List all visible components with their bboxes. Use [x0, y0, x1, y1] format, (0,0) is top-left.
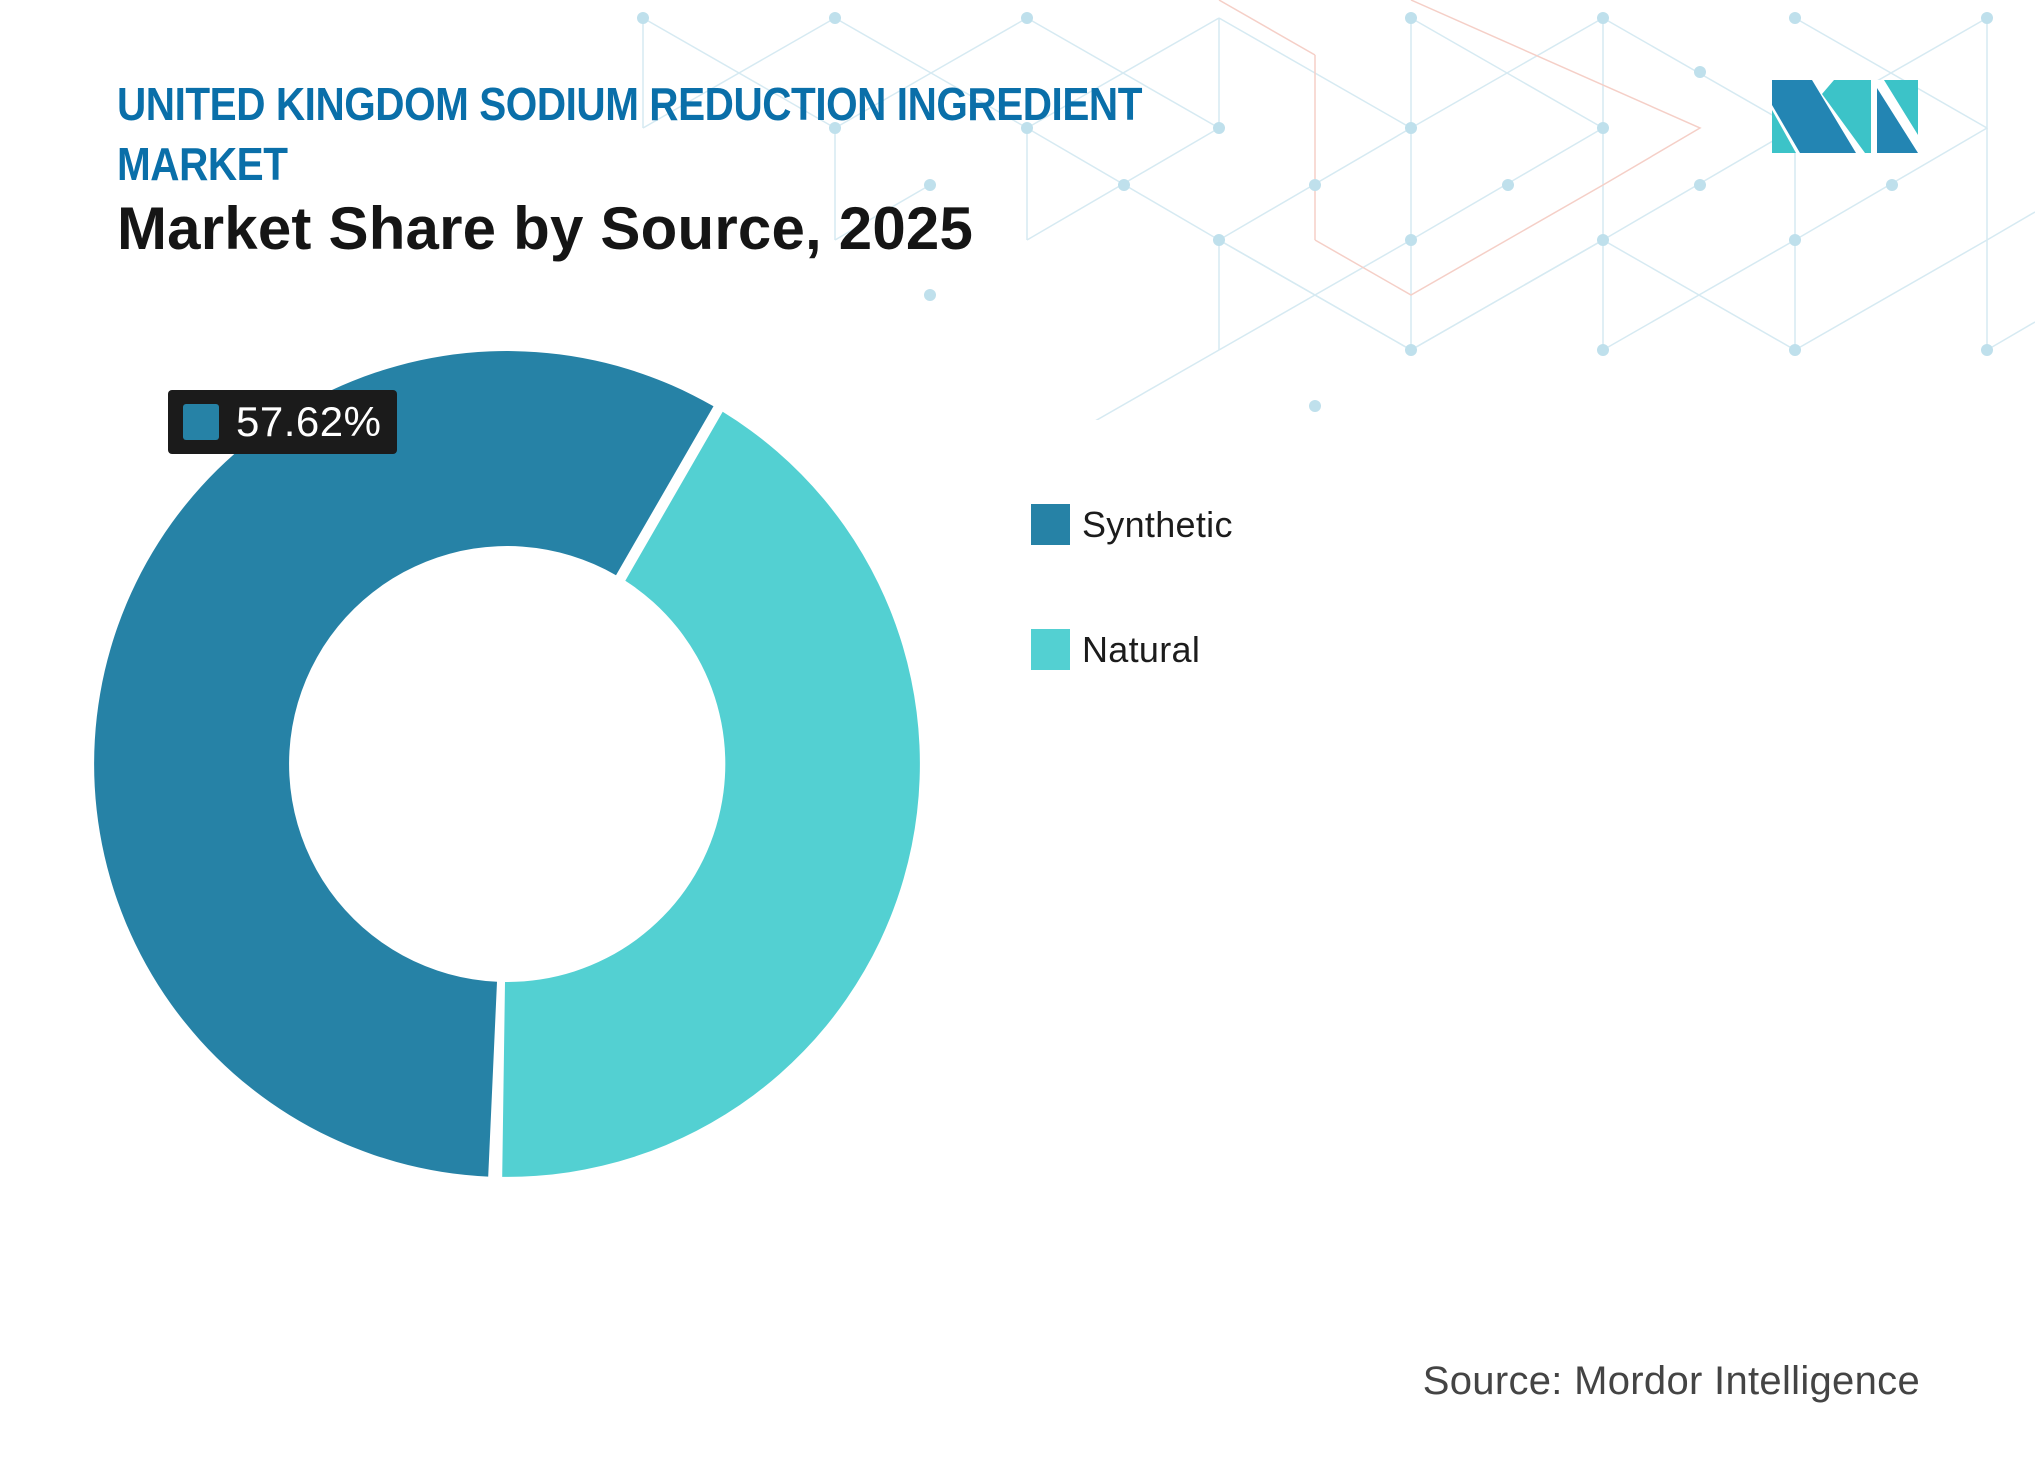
data-label-value: 57.62%	[236, 398, 382, 445]
legend-label: Natural	[1082, 629, 1201, 670]
synthetic-swatch-icon	[183, 404, 219, 440]
chart-legend: Synthetic Natural	[1031, 504, 1233, 754]
donut-segment-synthetic[interactable]	[94, 351, 714, 1177]
legend-swatch-icon	[1031, 504, 1070, 545]
hex-network-background	[637, 0, 2035, 420]
chart-subtitle: Market Share by Source, 2025	[117, 195, 974, 262]
legend-item-synthetic[interactable]: Synthetic	[1031, 504, 1233, 545]
donut-chart	[94, 351, 920, 1177]
donut-segment-natural[interactable]	[502, 411, 920, 1177]
source-attribution: Source: Mordor Intelligence	[1422, 1359, 1920, 1403]
chart-title: UNITED KINGDOM SODIUM REDUCTION INGREDIE…	[117, 78, 1143, 190]
data-label-synthetic: 57.62%	[168, 390, 397, 454]
mordor-intelligence-logo-icon	[1772, 80, 1918, 153]
legend-label: Synthetic	[1082, 504, 1233, 545]
legend-item-natural[interactable]: Natural	[1031, 629, 1233, 670]
legend-swatch-icon	[1031, 629, 1070, 670]
